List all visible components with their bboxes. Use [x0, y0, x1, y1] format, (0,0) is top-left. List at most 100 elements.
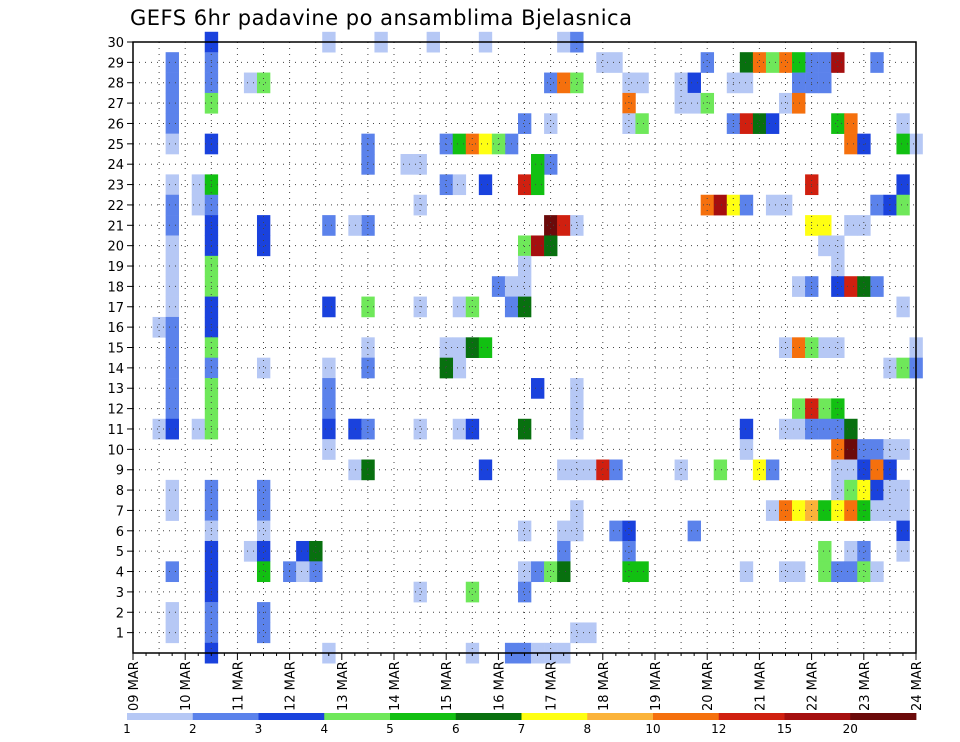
heatmap-cell — [557, 215, 571, 236]
heatmap-cell — [557, 540, 571, 562]
heatmap-cell — [883, 479, 897, 501]
colorbar-label: 20 — [843, 722, 858, 736]
heatmap-cell — [465, 418, 480, 440]
y-tick-label: 14 — [107, 362, 124, 377]
heatmap-cell — [165, 52, 179, 73]
heatmap-cell — [739, 52, 754, 73]
x-tick-label: 18 MAR — [597, 661, 612, 711]
y-axis: 1234567891011121314151617181920212223242… — [107, 36, 133, 642]
heatmap-cell — [400, 154, 414, 175]
x-tick-label: 10 MAR — [179, 661, 194, 711]
colorbar-label: 12 — [711, 722, 726, 736]
heatmap-cell — [165, 479, 179, 501]
heatmap-cell — [165, 72, 179, 94]
colorbar-swatch — [192, 713, 259, 720]
heatmap-cell — [361, 154, 375, 175]
heatmap-cell — [165, 500, 179, 521]
heatmap-cell — [596, 52, 610, 73]
heatmap-cell — [687, 92, 701, 114]
x-tick-label: 20 MAR — [701, 661, 716, 711]
heatmap-cell — [256, 215, 271, 236]
heatmap-cell — [831, 459, 845, 481]
heatmap-cell — [322, 378, 336, 399]
heatmap-cell — [687, 520, 701, 542]
colorbar-label: 2 — [189, 722, 197, 736]
x-tick-label: 14 MAR — [388, 661, 403, 711]
y-tick-label: 10 — [107, 443, 124, 458]
x-tick-label: 21 MAR — [753, 661, 768, 711]
heatmap-cell — [165, 296, 179, 318]
heatmap-cell — [739, 113, 754, 134]
heatmap-cell — [896, 357, 910, 379]
heatmap-cell — [165, 561, 179, 583]
heatmap-cell — [792, 398, 806, 420]
y-tick-label: 22 — [107, 199, 124, 214]
colorbar-swatch — [653, 713, 720, 720]
heatmap-cell — [165, 337, 179, 358]
heatmap-cell — [570, 622, 584, 644]
heatmap-cell — [792, 276, 806, 297]
y-tick-label: 27 — [107, 97, 124, 112]
heatmap-cell — [256, 357, 271, 379]
heatmap-cell — [478, 337, 493, 358]
x-tick-label: 11 MAR — [231, 661, 246, 711]
heatmap-cell — [544, 72, 558, 94]
heatmap-cell — [778, 92, 793, 114]
y-tick-label: 13 — [107, 382, 124, 397]
heatmap-cell — [165, 215, 179, 236]
heatmap-cell — [570, 418, 584, 440]
heatmap-cell — [844, 479, 858, 501]
heatmap-cell — [309, 561, 323, 583]
heatmap-cell — [243, 540, 258, 562]
heatmap-cell — [557, 459, 571, 481]
heatmap-cell — [452, 337, 467, 358]
y-tick-label: 17 — [107, 301, 124, 316]
heatmap-cell — [713, 194, 728, 216]
heatmap-cell — [165, 378, 179, 399]
heatmap-cell — [413, 418, 427, 440]
heatmap-cell — [452, 296, 467, 318]
x-tick-label: 13 MAR — [336, 661, 351, 711]
x-tick-label: 19 MAR — [649, 661, 664, 711]
heatmap-cell — [818, 540, 832, 562]
heatmap-cell — [322, 439, 336, 460]
heatmap-cell — [322, 398, 336, 420]
heatmap-cell — [622, 113, 636, 134]
heatmap-cell — [165, 174, 179, 196]
y-tick-label: 25 — [107, 138, 124, 153]
heatmap-cell — [831, 255, 845, 277]
heatmap-cell — [687, 72, 701, 94]
heatmap-cell — [765, 194, 780, 216]
heatmap-cell — [517, 276, 532, 297]
heatmap-cells — [152, 31, 923, 664]
heatmap-cell — [165, 276, 179, 297]
heatmap-cell — [322, 357, 336, 379]
y-tick-label: 3 — [116, 586, 124, 601]
heatmap-cell — [844, 276, 858, 297]
colorbar-label: 6 — [452, 722, 460, 736]
heatmap-cell — [570, 215, 584, 236]
y-tick-label: 9 — [116, 464, 124, 479]
heatmap-cell — [165, 418, 179, 440]
heatmap-cell — [792, 418, 806, 440]
heatmap-cell — [818, 235, 832, 257]
heatmap-cell — [818, 215, 832, 236]
heatmap-cell — [491, 133, 506, 155]
heatmap-cell — [531, 378, 545, 399]
heatmap-cell — [792, 561, 806, 583]
x-tick-label: 24 MAR — [910, 661, 925, 711]
heatmap-cell — [700, 52, 715, 73]
heatmap-cell — [765, 52, 780, 73]
heatmap-cell — [883, 439, 897, 460]
heatmap-cell — [570, 378, 584, 399]
heatmap-cell — [596, 459, 610, 481]
heatmap-cell — [818, 72, 832, 94]
heatmap-cell — [544, 561, 558, 583]
x-tick-label: 15 MAR — [440, 661, 455, 711]
heatmap-cell — [531, 561, 545, 583]
y-tick-label: 18 — [107, 280, 124, 295]
heatmap-cell — [517, 255, 532, 277]
heatmap-cell — [439, 337, 454, 358]
heatmap-cell — [622, 540, 636, 562]
